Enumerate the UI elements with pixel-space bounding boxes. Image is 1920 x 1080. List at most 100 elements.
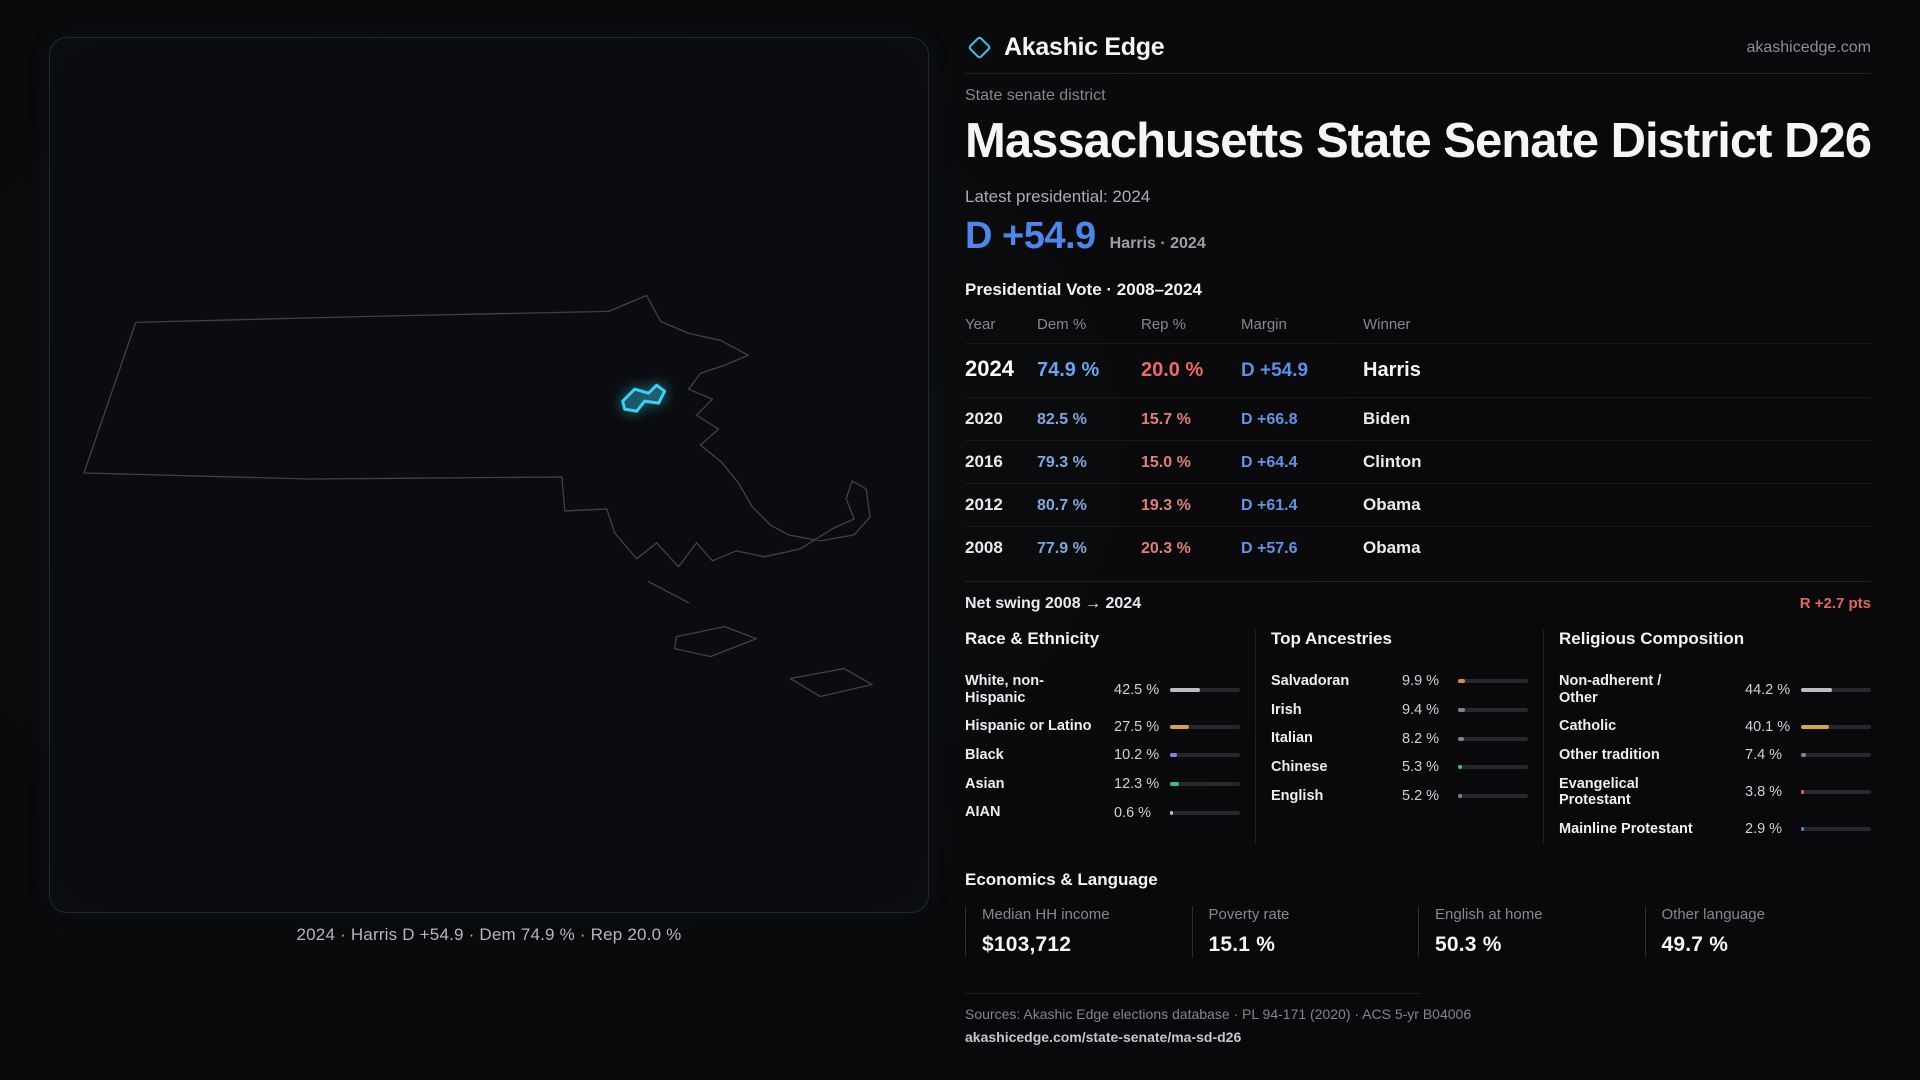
stat-label: English at home — [1435, 905, 1543, 923]
stat-label: Median HH income — [982, 905, 1110, 923]
list-item: Chinese 5.3 % — [1271, 753, 1528, 782]
item-value: 0.6 % — [1114, 804, 1152, 821]
nantucket-outline — [789, 667, 873, 698]
bar-fill — [1801, 687, 1832, 692]
bar-fill — [1170, 724, 1190, 729]
elizabeth-islands-outline — [647, 581, 690, 604]
race-ethnicity-column: Race & Ethnicity White, non-Hispanic 42.… — [965, 629, 1255, 844]
item-value: 5.3 % — [1402, 759, 1440, 776]
cell-rep: 19.3 % — [1141, 497, 1191, 514]
net-swing-value: R +2.7 pts — [1799, 595, 1871, 612]
list-item: Italian 8.2 % — [1271, 724, 1528, 753]
cell-winner: Biden — [1363, 409, 1411, 428]
bar-fill — [1801, 790, 1804, 795]
section-title-race: Race & Ethnicity — [965, 629, 1100, 648]
cell-margin: D +66.8 — [1241, 411, 1298, 428]
stat-median-income: Median HH income $103,712 — [965, 905, 1192, 957]
table-row: 2008 77.9 % 20.3 % D +57.6 Obama — [965, 526, 1871, 569]
presidential-vote-table: Year Dem % Rep % Margin Winner 2024 74.9… — [965, 310, 1871, 569]
col-winner: Winner — [1363, 316, 1411, 333]
district-highlight[interactable] — [621, 383, 667, 413]
stat-label: Other language — [1661, 905, 1765, 923]
list-item: Hispanic or Latino 27.5 % — [965, 712, 1240, 741]
item-label: Catholic — [1559, 718, 1617, 735]
bar-track — [1801, 790, 1871, 795]
cell-rep: 15.7 % — [1141, 411, 1191, 428]
item-value: 27.5 % — [1114, 718, 1160, 735]
bar-fill — [1170, 782, 1179, 787]
bar-fill — [1458, 765, 1462, 770]
headline-sub: Harris · 2024 — [1109, 235, 1206, 252]
cell-margin: D +57.6 — [1241, 540, 1298, 557]
list-item: Mainline Protestant 2.9 % — [1559, 815, 1871, 844]
cell-margin: D +54.9 — [1241, 360, 1309, 381]
cell-margin: D +64.4 — [1241, 454, 1298, 471]
item-value: 44.2 % — [1745, 681, 1791, 698]
item-value: 7.4 % — [1745, 747, 1783, 764]
list-item: Asian 12.3 % — [965, 770, 1240, 799]
economics-title: Economics & Language — [965, 869, 1158, 889]
marthas-vineyard-outline — [673, 626, 758, 658]
stat-english-at-home: English at home 50.3 % — [1418, 905, 1645, 957]
bar-track — [1458, 679, 1528, 684]
page-title: Massachusetts State Senate District D26 — [965, 114, 1872, 168]
bar-fill — [1458, 736, 1464, 741]
table-title: Presidential Vote · 2008–2024 — [965, 280, 1202, 299]
item-label: Black — [965, 747, 1004, 764]
bar-fill — [1170, 687, 1200, 692]
cell-dem: 79.3 % — [1037, 454, 1087, 471]
content-column: Akashic Edge akashicedge.com State senat… — [965, 0, 1920, 1080]
bar-track — [1170, 687, 1240, 692]
cell-year: 2020 — [965, 409, 1003, 428]
item-value: 9.9 % — [1402, 673, 1440, 690]
cell-dem: 77.9 % — [1037, 540, 1087, 557]
item-label: Italian — [1271, 730, 1313, 747]
stat-other-language: Other language 49.7 % — [1644, 905, 1872, 957]
ancestries-column: Top Ancestries Salvadoran 9.9 % Irish 9.… — [1255, 629, 1543, 844]
item-value: 42.5 % — [1114, 681, 1160, 698]
bar-fill — [1801, 753, 1807, 758]
cell-rep: 20.3 % — [1141, 540, 1191, 557]
brand-name: Akashic Edge — [1004, 33, 1165, 61]
item-value: 3.8 % — [1745, 784, 1783, 801]
bar-track — [1458, 794, 1528, 799]
item-value: 9.4 % — [1402, 702, 1440, 718]
cell-winner: Clinton — [1363, 452, 1422, 471]
item-label: Mainline Protestant — [1559, 821, 1693, 838]
table-row: 2012 80.7 % 19.3 % D +61.4 Obama — [965, 483, 1871, 526]
bar-track — [1458, 736, 1528, 741]
bar-track — [1801, 753, 1871, 758]
bar-track — [1170, 810, 1240, 815]
item-label: Asian — [965, 775, 1005, 792]
item-label: Non-adherent / Other — [1559, 673, 1662, 706]
bar-track — [1801, 827, 1871, 832]
list-item: Salvadoran 9.9 % — [1271, 667, 1528, 696]
demographics-section: Race & Ethnicity White, non-Hispanic 42.… — [965, 629, 1871, 844]
stat-poverty-rate: Poverty rate 15.1 % — [1191, 905, 1419, 957]
permalink[interactable]: akashicedge.com/state-senate/ma-sd-d26 — [965, 1028, 1242, 1045]
header-bar: Akashic Edge akashicedge.com — [965, 33, 1871, 62]
stat-value: 50.3 % — [1435, 932, 1502, 956]
headline-margin: D +54.9 — [965, 215, 1096, 257]
table-row: 2016 79.3 % 15.0 % D +64.4 Clinton — [965, 440, 1871, 483]
table-header-row: Year Dem % Rep % Margin Winner — [965, 310, 1871, 343]
stat-label: Poverty rate — [1208, 905, 1290, 923]
state-map — [83, 294, 873, 698]
section-title-ancestries: Top Ancestries — [1271, 629, 1392, 648]
list-item: Catholic 40.1 % — [1559, 712, 1871, 741]
item-value: 40.1 % — [1745, 718, 1791, 735]
item-label: English — [1271, 787, 1324, 804]
item-label: Hispanic or Latino — [965, 718, 1092, 735]
list-item: English 5.2 % — [1271, 782, 1528, 811]
section-title-religion: Religious Composition — [1559, 629, 1745, 648]
bar-track — [1801, 724, 1871, 729]
cell-year: 2024 — [965, 356, 1014, 381]
cell-winner: Harris — [1363, 359, 1421, 381]
list-item: Non-adherent / Other 44.2 % — [1559, 667, 1871, 712]
site-link[interactable]: akashicedge.com — [1746, 38, 1871, 56]
cell-winner: Obama — [1363, 538, 1421, 557]
list-item: AIAN 0.6 % — [965, 798, 1240, 827]
table-row: 2024 74.9 % 20.0 % D +54.9 Harris — [965, 343, 1871, 397]
bar-track — [1801, 687, 1871, 692]
col-margin: Margin — [1241, 316, 1287, 333]
